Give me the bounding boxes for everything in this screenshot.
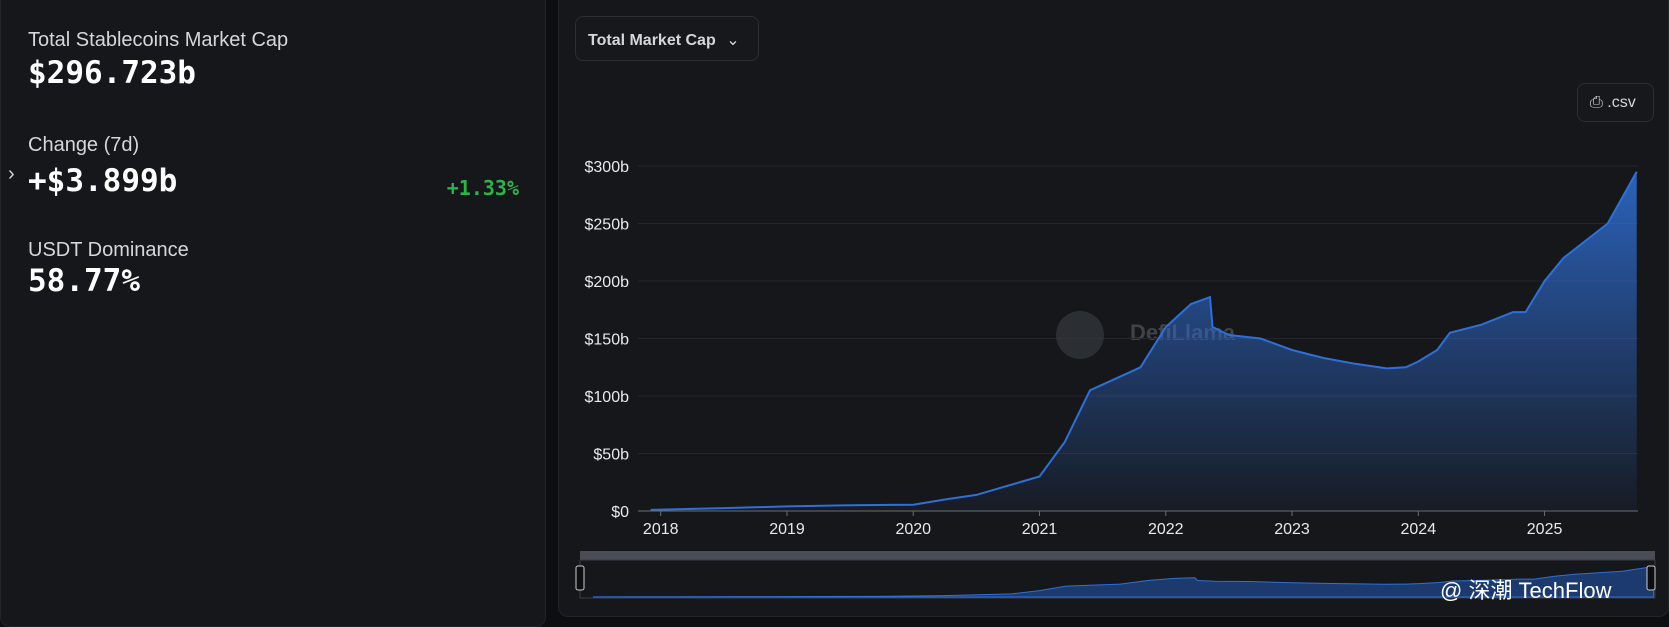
navigator-bar[interactable] [580,551,1655,560]
y-tick-label: $100b [585,389,630,406]
expand-icon[interactable]: › [8,163,15,185]
stat-value: +$3.899b [28,163,178,199]
x-tick-label: 2019 [769,521,805,538]
x-tick-label: 2024 [1401,521,1437,538]
navigator-area [592,565,1655,598]
stat-label: Change (7d) [28,134,140,156]
y-tick-label: $300b [585,159,630,176]
y-tick-label: $150b [585,332,630,349]
credit: @ 深潮 TechFlow [1440,578,1612,603]
y-tick-label: $250b [585,217,630,234]
stat-change: +1.33% [446,176,519,200]
x-tick-label: 2018 [643,521,679,538]
stat-value: 58.77% [28,263,140,299]
area [650,171,1637,512]
stats-panel: Total Stablecoins Market Cap $296.723b C… [0,0,546,627]
y-tick-label: $0 [611,504,629,521]
x-tick-label: 2023 [1274,521,1310,538]
y-tick-label: $50b [593,447,629,464]
dropdown-label: Total Market Cap [588,32,716,49]
csv-button[interactable]: ⎙ .csv [1577,83,1654,122]
dropdown[interactable]: Total Market Cap ⌄ [575,16,759,61]
x-tick-label: 2025 [1527,521,1563,538]
x-tick-label: 2022 [1148,521,1184,538]
stat-label: Total Stablecoins Market Cap [28,29,289,51]
y-tick-label: $200b [585,274,630,291]
stat-label: USDT Dominance [28,239,189,261]
x-tick-label: 2020 [895,521,931,538]
navigator-handle[interactable] [1646,565,1656,591]
csv-label: .csv [1607,94,1636,111]
watermark-logo [1056,311,1104,359]
stat-value: $296.723b [28,55,196,91]
x-tick-label: 2021 [1022,521,1058,538]
line [650,171,1638,511]
navigator-handle[interactable] [575,565,585,591]
